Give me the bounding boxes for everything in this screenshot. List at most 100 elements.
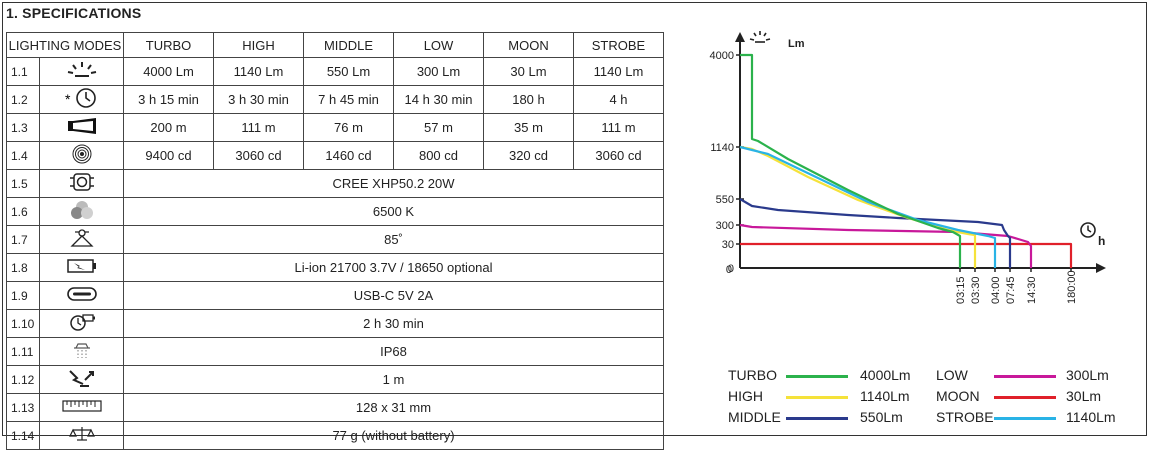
table-cell: 3060 cd xyxy=(213,141,304,170)
color-temperature-icon xyxy=(69,200,95,223)
row-icon-cell xyxy=(39,225,124,254)
usb-c-icon xyxy=(66,286,98,305)
y-axis-arrow xyxy=(735,32,745,42)
section-title: 1. SPECIFICATIONS xyxy=(6,5,142,21)
legend-swatch-strobe xyxy=(994,417,1056,420)
x-tick-label: 07:45 xyxy=(1005,276,1017,304)
row-icon-cell xyxy=(39,421,124,450)
row-icon-cell xyxy=(39,365,124,394)
table-row: 1.11 IP68 xyxy=(6,337,664,366)
y-tick-label: 0 xyxy=(728,263,734,275)
series-line-low xyxy=(739,223,1033,268)
y-tick-label: 4000 xyxy=(710,50,734,62)
y-axis-label: Lm xyxy=(788,38,805,50)
row-index: 1.6 xyxy=(6,197,40,226)
table-cell: 14 h 30 min xyxy=(393,85,484,114)
y-tick-label: 1140 xyxy=(710,142,734,154)
table-cell: 3 h 30 min xyxy=(213,85,304,114)
legend-value-middle: 550Lm xyxy=(860,409,903,425)
x-tick-label: 180:00 xyxy=(1066,270,1078,304)
table-cell: 35 m xyxy=(483,113,574,142)
y-tick-label: 300 xyxy=(716,220,734,232)
table-row: 1.9 USB-C 5V 2A xyxy=(6,281,664,310)
table-cell: 76 m xyxy=(303,113,394,142)
table-cell: 4 h xyxy=(573,85,664,114)
table-row: 1.7 85˚ xyxy=(6,225,664,254)
series-line-high xyxy=(739,145,977,268)
scale-weight-icon xyxy=(68,425,95,446)
table-cell: 1460 cd xyxy=(303,141,394,170)
spec-value: Li-ion 21700 3.7V / 18650 optional xyxy=(123,253,664,282)
legend-swatch-turbo xyxy=(786,375,848,378)
row-icon-cell xyxy=(39,197,124,226)
lumen-sun-icon xyxy=(749,31,771,43)
table-cell: 300 Lm xyxy=(393,57,484,86)
beam-distance-icon xyxy=(65,116,99,139)
battery-icon xyxy=(66,257,98,278)
row-index: 1.1 xyxy=(6,57,40,86)
table-cell: 200 m xyxy=(123,113,214,142)
impact-drop-icon xyxy=(67,368,97,391)
row-icon-cell xyxy=(39,281,124,310)
row-index: 1.5 xyxy=(6,169,40,198)
table-row: 1.4 9400 cd 3060 cd 1460 cd 800 cd 320 cd 3060… xyxy=(6,141,664,170)
legend-swatch-middle xyxy=(786,417,848,420)
spec-value: 1 m xyxy=(123,365,664,394)
x-axis-arrow xyxy=(1096,263,1106,273)
legend-value-moon: 30Lm xyxy=(1066,388,1102,404)
table-row: 1.5 CREE XHP50.2 20W xyxy=(6,169,664,198)
waterproof-icon xyxy=(70,340,94,363)
legend-label-moon: MOON xyxy=(936,388,980,404)
row-icon-cell xyxy=(39,169,124,198)
table-cell: 111 m xyxy=(573,113,664,142)
beam-angle-icon xyxy=(67,228,97,251)
row-icon-cell xyxy=(39,57,124,86)
table-row: 1.12 1 m xyxy=(6,365,664,394)
x-tick-label: 03:15 xyxy=(955,276,967,304)
row-icon-cell xyxy=(39,393,124,422)
table-cell: 3060 cd xyxy=(573,141,664,170)
table-cell: 57 m xyxy=(393,113,484,142)
series-line-turbo xyxy=(740,53,962,268)
x-tick-label: 03:30 xyxy=(970,276,982,304)
legend-label-high: HIGH xyxy=(728,388,763,404)
table-row: 1.2 * 3 h 15 min 3 h 30 min 7 h 45 min 14 h 3… xyxy=(6,85,664,114)
mode-header-turbo: TURBO xyxy=(123,32,214,58)
table-row: 1.8 Li-ion 21700 3.7V / 18650 optional xyxy=(6,253,664,282)
table-cell: 1140 Lm xyxy=(213,57,304,86)
legend-value-low: 300Lm xyxy=(1066,367,1109,383)
runtime-clock-icon: * xyxy=(64,87,100,112)
row-index: 1.7 xyxy=(6,225,40,254)
legend-value-high: 1140Lm xyxy=(860,388,910,404)
legend-label-middle: MIDDLE xyxy=(728,409,781,425)
table-cell: 4000 Lm xyxy=(123,57,214,86)
led-chip-icon xyxy=(69,172,95,195)
row-index: 1.12 xyxy=(6,365,40,394)
table-cell: 7 h 45 min xyxy=(303,85,394,114)
row-index: 1.3 xyxy=(6,113,40,142)
spec-value: 2 h 30 min xyxy=(123,309,664,338)
table-row: 1.13 128 x 31 mm xyxy=(6,393,664,422)
charge-time-icon xyxy=(66,312,98,335)
x-tick-label: 04:00 xyxy=(990,276,1002,304)
table-cell: 3 h 15 min xyxy=(123,85,214,114)
spec-value: IP68 xyxy=(123,337,664,366)
clock-icon xyxy=(1080,222,1096,238)
table-row: 1.6 6500 K xyxy=(6,197,664,226)
row-index: 1.11 xyxy=(6,337,40,366)
row-icon-cell xyxy=(39,141,124,170)
mode-header-strobe: STROBE xyxy=(573,32,664,58)
row-index: 1.14 xyxy=(6,421,40,450)
series-line-moon xyxy=(740,242,1073,268)
series-line-middle xyxy=(739,198,1012,268)
spec-value: 77 g (without battery) xyxy=(123,421,664,450)
table-cell: 30 Lm xyxy=(483,57,574,86)
series-line-strobe xyxy=(739,145,997,268)
legend-swatch-low xyxy=(994,375,1056,378)
row-index: 1.9 xyxy=(6,281,40,310)
legend-value-turbo: 4000Lm xyxy=(860,367,911,383)
row-icon-cell xyxy=(39,253,124,282)
legend-label-low: LOW xyxy=(936,367,968,383)
legend-value-strobe: 1140Lm xyxy=(1066,409,1116,425)
